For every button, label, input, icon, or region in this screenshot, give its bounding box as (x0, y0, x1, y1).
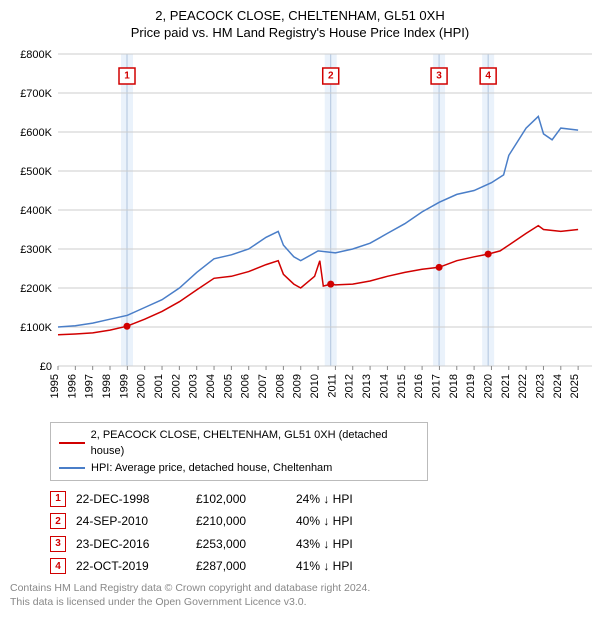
event-date: 22-OCT-2019 (76, 555, 196, 578)
svg-text:4: 4 (485, 70, 491, 81)
svg-text:£600K: £600K (20, 127, 52, 139)
svg-text:2008: 2008 (274, 374, 286, 398)
svg-text:3: 3 (436, 70, 442, 81)
svg-text:1999: 1999 (118, 374, 130, 398)
event-price: £102,000 (196, 487, 296, 510)
event-marker-icon: 3 (50, 536, 66, 552)
svg-text:2013: 2013 (361, 374, 373, 398)
svg-text:2024: 2024 (552, 374, 564, 398)
svg-text:2011: 2011 (326, 374, 338, 398)
event-price: £210,000 (196, 510, 296, 533)
svg-text:1998: 1998 (101, 374, 113, 398)
event-date: 22-DEC-1998 (76, 487, 196, 510)
svg-text:2009: 2009 (292, 374, 304, 398)
event-marker-icon: 4 (50, 558, 66, 574)
svg-text:2000: 2000 (136, 374, 148, 398)
event-marker-icon: 2 (50, 513, 66, 529)
legend-row: HPI: Average price, detached house, Chel… (59, 460, 419, 477)
legend-swatch (59, 442, 85, 444)
event-price: £253,000 (196, 532, 296, 555)
svg-text:1996: 1996 (66, 374, 78, 398)
svg-text:2014: 2014 (378, 374, 390, 398)
footnote-line: Contains HM Land Registry data © Crown c… (10, 581, 590, 595)
svg-text:2012: 2012 (344, 374, 356, 398)
events-table: 1 22-DEC-1998£102,00024% ↓ HPI 2 24-SEP-201… (50, 487, 590, 577)
event-diff: 41% ↓ HPI (296, 555, 363, 578)
event-row: 1 22-DEC-1998£102,00024% ↓ HPI (50, 487, 363, 510)
svg-text:2022: 2022 (517, 374, 529, 398)
svg-text:1: 1 (124, 70, 130, 81)
price-chart: £0 £100K £200K £300K £400K £500K £600K £700K £80… (10, 46, 590, 416)
event-diff: 24% ↓ HPI (296, 487, 363, 510)
legend-label: HPI: Average price, detached house, Chel… (91, 460, 332, 477)
svg-text:£0: £0 (40, 361, 52, 373)
svg-text:2002: 2002 (170, 374, 182, 398)
page-subtitle: Price paid vs. HM Land Registry's House … (10, 25, 590, 42)
event-row: 4 22-OCT-2019£287,00041% ↓ HPI (50, 555, 363, 578)
svg-text:2: 2 (328, 70, 334, 81)
event-date: 24-SEP-2010 (76, 510, 196, 533)
svg-text:2017: 2017 (430, 374, 442, 398)
event-row: 3 23-DEC-2016£253,00043% ↓ HPI (50, 532, 363, 555)
svg-text:£800K: £800K (20, 49, 52, 61)
svg-text:2020: 2020 (482, 374, 494, 398)
event-date: 23-DEC-2016 (76, 532, 196, 555)
svg-text:2023: 2023 (534, 374, 546, 398)
event-price: £287,000 (196, 555, 296, 578)
svg-text:2004: 2004 (205, 374, 217, 398)
svg-text:2003: 2003 (188, 374, 200, 398)
svg-text:£100K: £100K (20, 322, 52, 334)
svg-text:2005: 2005 (222, 374, 234, 398)
svg-text:2025: 2025 (569, 374, 581, 398)
svg-text:2007: 2007 (257, 374, 269, 398)
legend-label: 2, PEACOCK CLOSE, CHELTENHAM, GL51 0XH (… (91, 427, 419, 460)
svg-text:£500K: £500K (20, 166, 52, 178)
svg-text:1995: 1995 (49, 374, 61, 398)
event-marker-icon: 1 (50, 491, 66, 507)
svg-text:£300K: £300K (20, 244, 52, 256)
svg-text:£400K: £400K (20, 205, 52, 217)
svg-text:£700K: £700K (20, 88, 52, 100)
event-diff: 40% ↓ HPI (296, 510, 363, 533)
footnote: Contains HM Land Registry data © Crown c… (10, 581, 590, 609)
svg-text:2018: 2018 (448, 374, 460, 398)
page-title: 2, PEACOCK CLOSE, CHELTENHAM, GL51 0XH (10, 8, 590, 25)
event-diff: 43% ↓ HPI (296, 532, 363, 555)
legend-row: 2, PEACOCK CLOSE, CHELTENHAM, GL51 0XH (… (59, 427, 419, 460)
event-row: 2 24-SEP-2010£210,00040% ↓ HPI (50, 510, 363, 533)
svg-text:2001: 2001 (153, 374, 165, 398)
footnote-line: This data is licensed under the Open Gov… (10, 595, 590, 609)
svg-text:1997: 1997 (84, 374, 96, 398)
svg-text:2006: 2006 (240, 374, 252, 398)
svg-text:2016: 2016 (413, 374, 425, 398)
svg-text:2010: 2010 (309, 374, 321, 398)
legend-swatch (59, 467, 85, 469)
svg-text:2019: 2019 (465, 374, 477, 398)
svg-text:2015: 2015 (396, 374, 408, 398)
svg-text:2021: 2021 (500, 374, 512, 398)
svg-text:£200K: £200K (20, 283, 52, 295)
chart-legend: 2, PEACOCK CLOSE, CHELTENHAM, GL51 0XH (… (50, 422, 428, 482)
